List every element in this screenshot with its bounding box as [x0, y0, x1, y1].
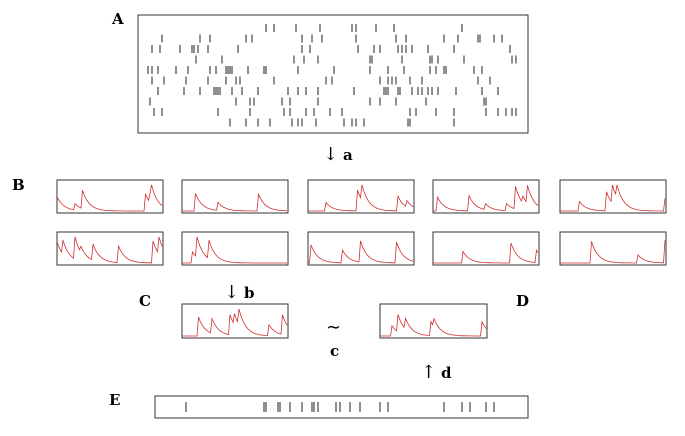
panel-label: B: [12, 176, 25, 194]
trace: [380, 314, 487, 337]
trace: [308, 240, 414, 264]
panel-box: [137, 14, 529, 134]
panel-box: [559, 231, 667, 266]
step-label: d: [441, 364, 452, 382]
trace: [308, 184, 414, 212]
trace: [56, 236, 163, 264]
step-label: b: [244, 284, 255, 302]
panel-label: C: [139, 292, 151, 310]
panel-box: [154, 395, 529, 419]
panel-label: A: [111, 10, 124, 28]
panel-label: E: [109, 391, 120, 409]
artwork: [56, 14, 667, 419]
trace: [433, 242, 539, 264]
tilde: ∼: [326, 317, 341, 338]
trace: [182, 308, 288, 337]
panel-box: [181, 303, 289, 339]
panel-box: [307, 179, 415, 214]
panel-box: [432, 179, 540, 214]
arrow: ↓: [224, 282, 239, 303]
trace: [182, 236, 287, 264]
trace: [560, 240, 666, 264]
panel-box: [56, 179, 164, 214]
panel-box: [379, 303, 488, 339]
trace: [182, 192, 288, 212]
step-label: c: [330, 342, 339, 360]
arrow: ↑: [421, 362, 436, 383]
step-label: a: [343, 146, 353, 164]
trace: [433, 185, 539, 212]
trace: [56, 184, 163, 212]
panel-box: [559, 179, 667, 214]
panel-box: [181, 179, 289, 214]
panel-box: [56, 231, 164, 266]
panel-box: [307, 231, 415, 266]
trace: [560, 184, 666, 212]
panel-label: D: [516, 292, 529, 310]
panel-box: [432, 231, 540, 266]
panel-box: [181, 231, 289, 266]
arrow: ↓: [323, 144, 338, 165]
